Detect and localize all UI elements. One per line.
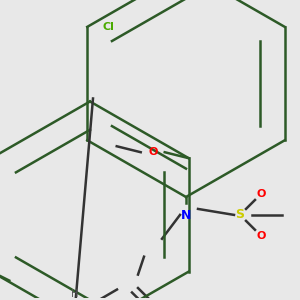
Text: O: O [148,147,158,157]
Text: N: N [0,299,1,300]
Text: S: S [236,208,244,221]
Text: O: O [0,299,1,300]
Text: Cl: Cl [0,299,1,300]
Text: Cl: Cl [102,22,114,32]
Text: O: O [256,231,266,241]
Text: H: H [71,289,79,299]
Text: O: O [256,189,266,199]
Text: N: N [181,209,191,222]
